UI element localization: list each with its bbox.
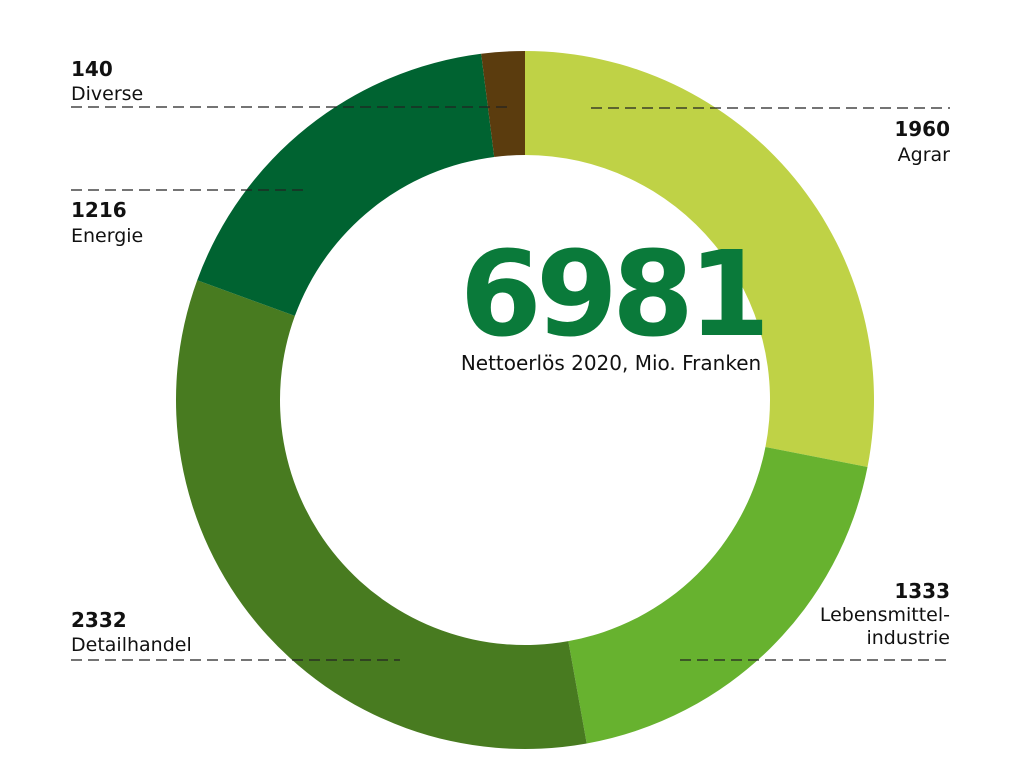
- segment-name-label-2-0: Detailhandel: [71, 634, 192, 656]
- donut-segment-4: [481, 51, 525, 157]
- segment-value-label-0: 1960: [894, 117, 950, 141]
- segment-value-label-1: 1333: [894, 579, 950, 603]
- leader-lines: [71, 106, 950, 661]
- total-value: 6981: [460, 225, 764, 363]
- segment-name-label-1-1: industrie: [866, 627, 950, 649]
- segment-value-label-3: 1216: [71, 198, 127, 222]
- segment-name-label-0-0: Agrar: [898, 144, 951, 166]
- segment-name-label-1-0: Lebensmittel-: [820, 604, 950, 626]
- donut-segment-0: [525, 51, 875, 468]
- donut-segment-1: [568, 447, 868, 744]
- segment-value-label-4: 140: [71, 57, 113, 81]
- donut-segments: [176, 51, 875, 749]
- segment-labels: 1960Agrar1333Lebensmittel-industrie2332D…: [71, 57, 950, 656]
- donut-segment-2: [176, 280, 587, 749]
- donut-segment-3: [197, 53, 495, 316]
- segment-value-label-2: 2332: [71, 608, 127, 632]
- segment-name-label-4-0: Diverse: [71, 83, 143, 105]
- segment-name-label-3-0: Energie: [71, 225, 143, 247]
- total-label: Nettoerlös 2020, Mio. Franken: [461, 351, 761, 375]
